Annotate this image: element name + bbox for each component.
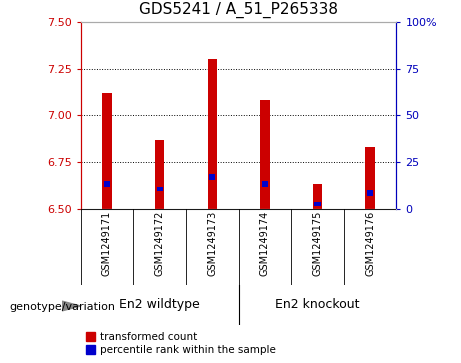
Text: GSM1249172: GSM1249172 [154, 211, 165, 276]
Bar [157, 187, 163, 191]
Bar [104, 181, 110, 187]
Bar [155, 139, 165, 209]
Text: genotype/variation: genotype/variation [9, 302, 115, 312]
Bar [313, 184, 322, 209]
Legend: transformed count, percentile rank within the sample: transformed count, percentile rank withi… [86, 332, 276, 355]
Bar [260, 100, 270, 209]
Text: En2 wildtype: En2 wildtype [119, 298, 200, 311]
Bar [102, 93, 112, 209]
Bar [314, 202, 320, 206]
Text: GSM1249174: GSM1249174 [260, 211, 270, 276]
Text: GSM1249173: GSM1249173 [207, 211, 217, 276]
Bar [262, 181, 268, 187]
Bar [209, 174, 215, 180]
Polygon shape [62, 301, 81, 311]
Bar [367, 191, 373, 196]
Bar [366, 147, 375, 209]
Text: En2 knockout: En2 knockout [275, 298, 360, 311]
Text: GSM1249176: GSM1249176 [365, 211, 375, 276]
Text: GSM1249171: GSM1249171 [102, 211, 112, 276]
Bar [207, 59, 217, 209]
Text: GSM1249175: GSM1249175 [313, 211, 323, 276]
Title: GDS5241 / A_51_P265338: GDS5241 / A_51_P265338 [139, 1, 338, 18]
